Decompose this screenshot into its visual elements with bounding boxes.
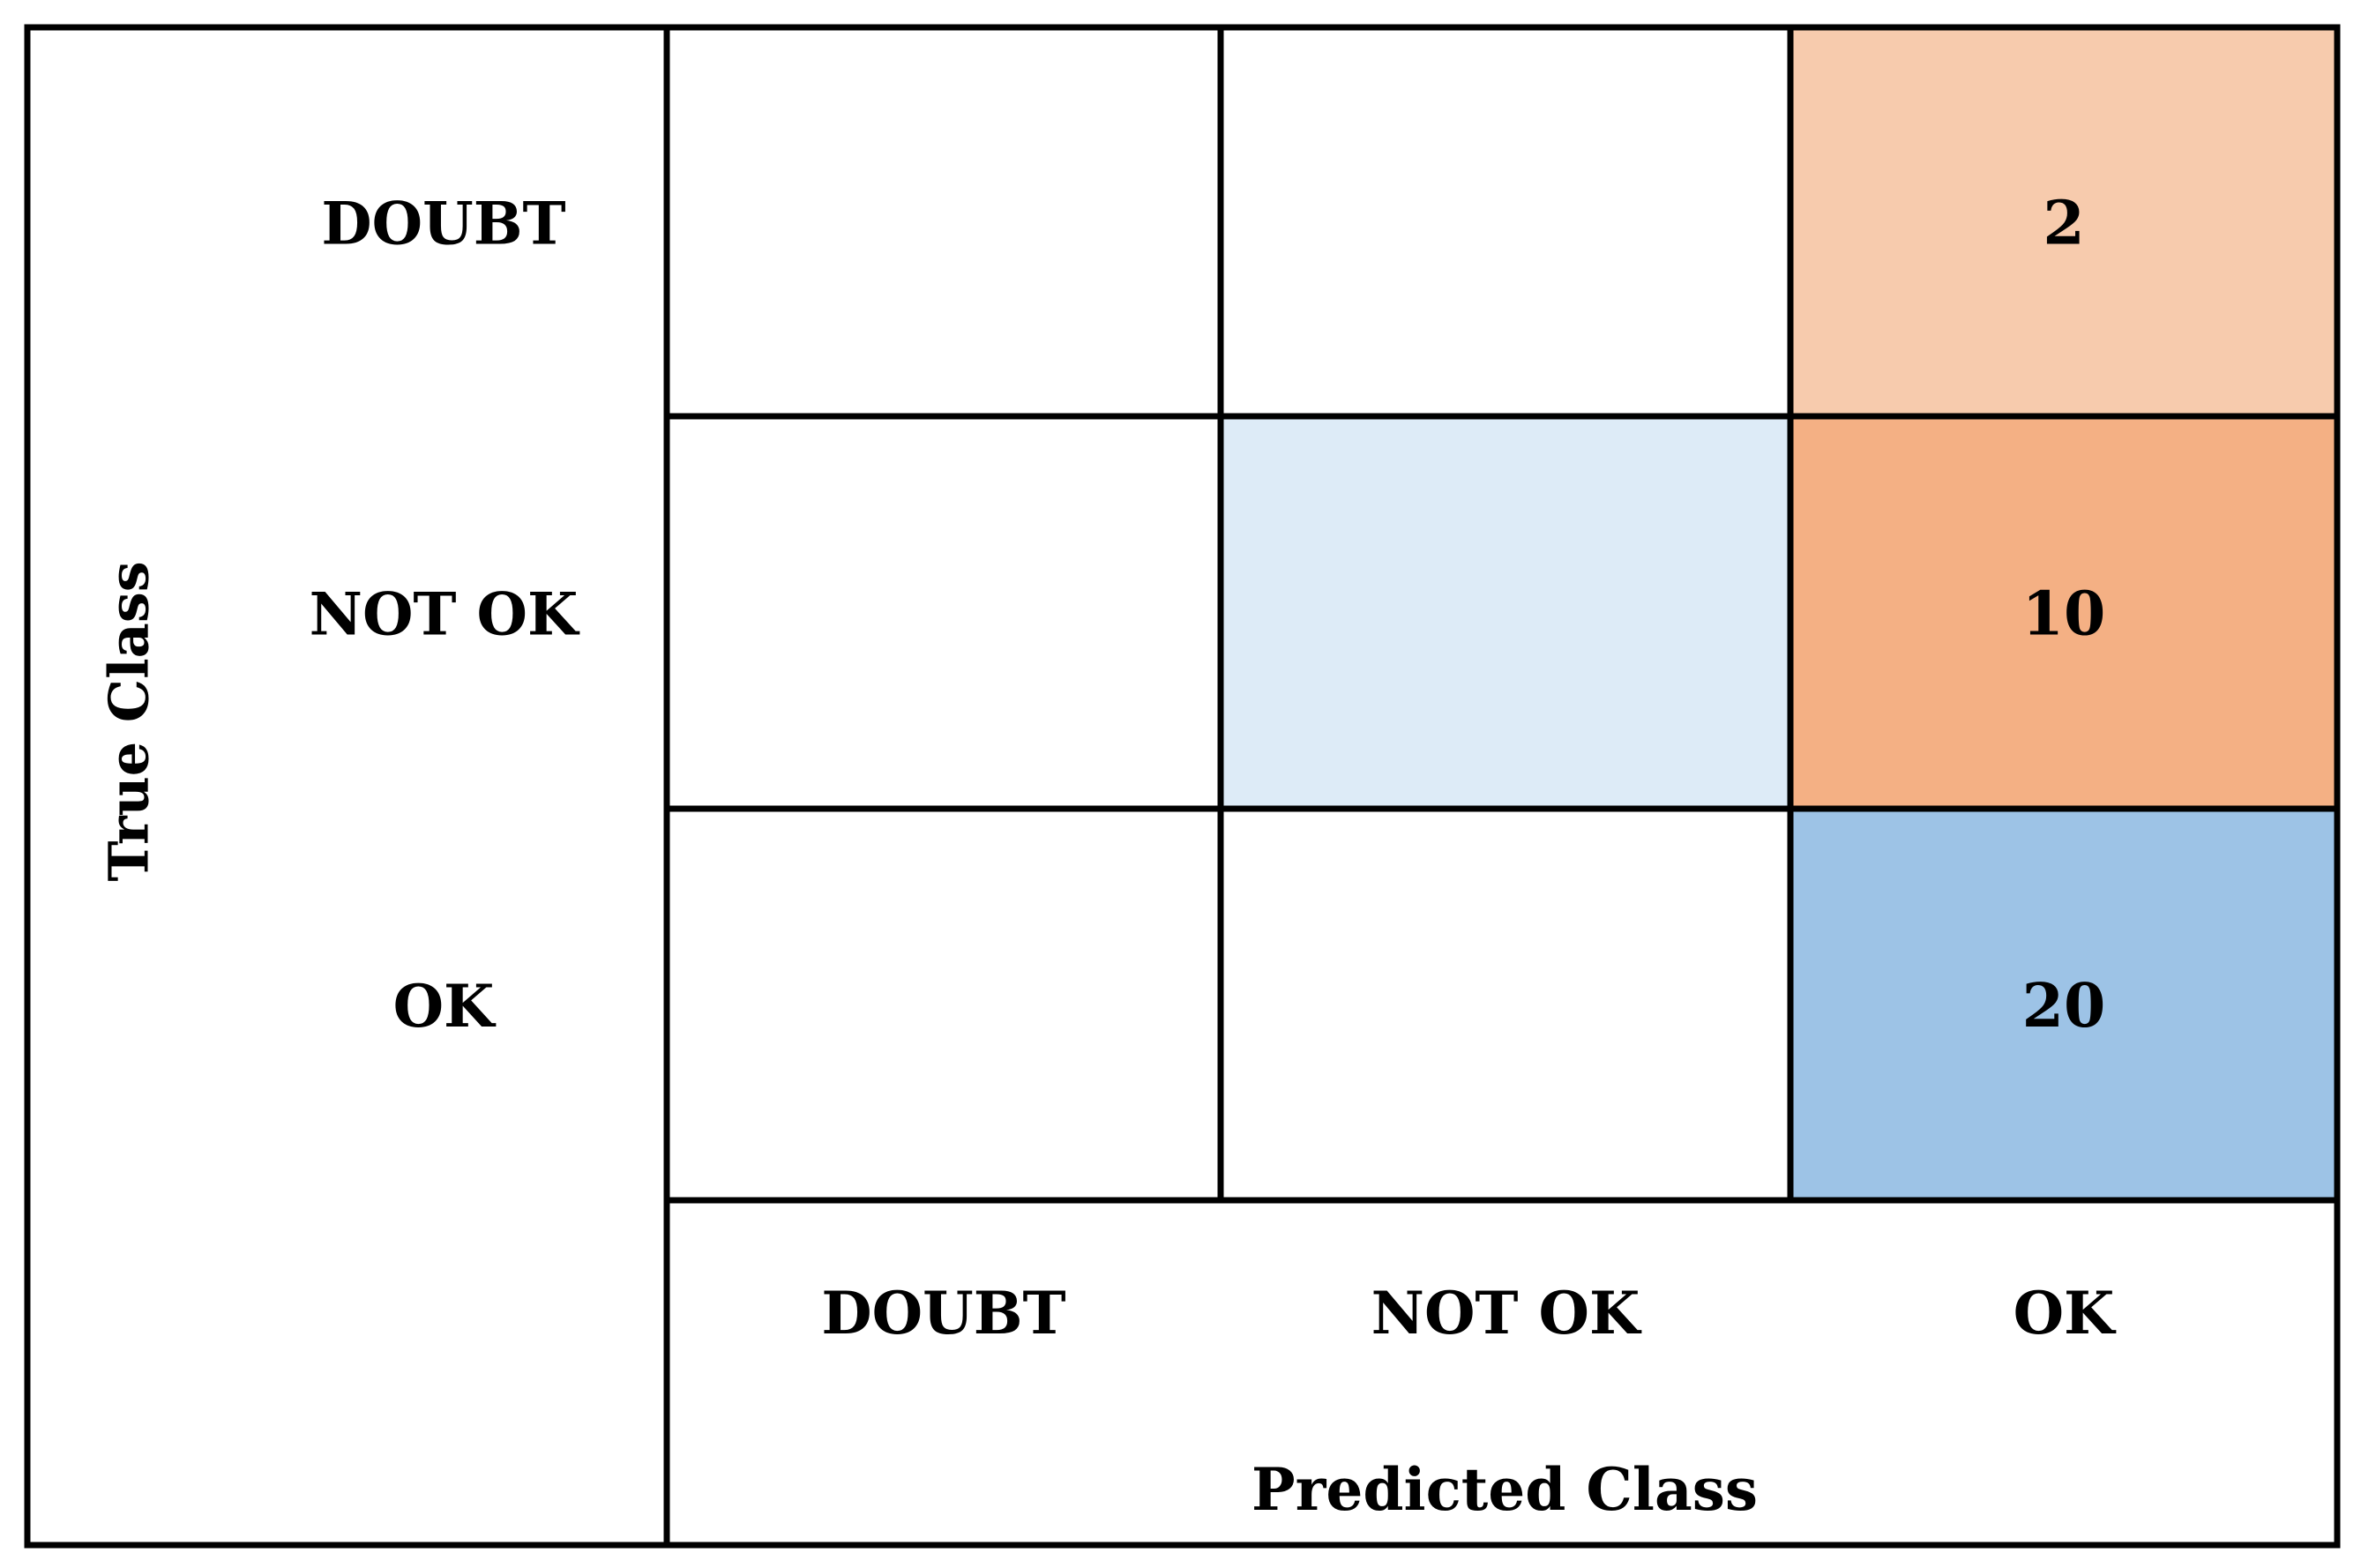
- cell-doubt-not-ok: [1221, 27, 1790, 416]
- x-tick-label-not-ok: NOT OK: [1371, 1279, 1642, 1348]
- y-axis-title: True Class: [97, 561, 161, 881]
- x-tick-label-doubt: DOUBT: [821, 1279, 1065, 1348]
- y-tick-label-not-ok: NOT OK: [310, 580, 580, 649]
- cell-ok-not-ok: [1221, 809, 1790, 1200]
- cell-not-ok-doubt: [667, 416, 1221, 809]
- cell-not-ok-ok: [1790, 416, 2337, 809]
- y-tick-label-doubt: DOUBT: [321, 190, 565, 258]
- x-tick-label-ok: OK: [2014, 1279, 2117, 1348]
- cell-doubt-doubt: [667, 27, 1221, 416]
- cell-not-ok-not-ok: [1221, 416, 1790, 809]
- cell-value-not-ok-ok: 10: [2022, 579, 2106, 650]
- chart-labels: True Class Predicted Class 2 10 20 DOUBT NOT…: [97, 189, 2118, 1525]
- y-tick-label-ok: OK: [393, 972, 497, 1041]
- cell-value-ok-ok: 20: [2022, 971, 2106, 1042]
- cell-ok-ok: [1790, 809, 2337, 1200]
- cell-doubt-ok: [1790, 27, 2337, 416]
- x-axis-title: Predicted Class: [1251, 1455, 1758, 1524]
- outer-border: [24, 24, 2341, 1549]
- cell-ok-doubt: [667, 809, 1221, 1200]
- matrix-cells: [667, 27, 2337, 1200]
- table-grid-lines: [24, 24, 2341, 1549]
- cell-value-doubt-ok: 2: [2043, 189, 2084, 259]
